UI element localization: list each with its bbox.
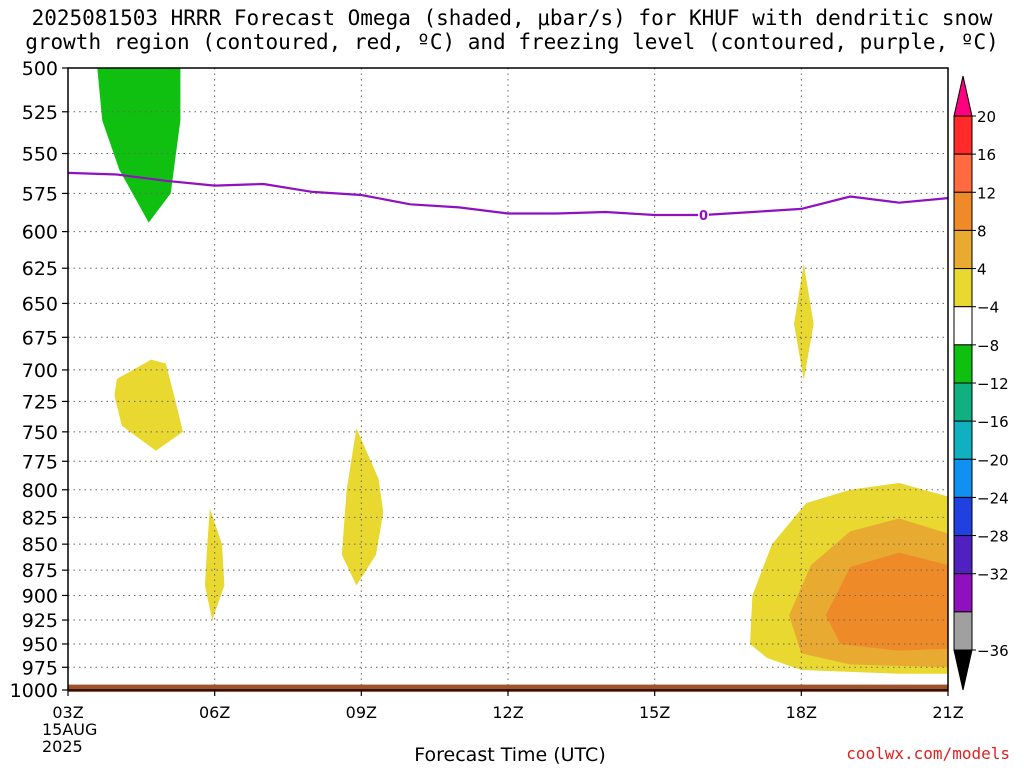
colorbar-block-2 [953, 191, 973, 231]
y-tick-label-550: 550 [22, 144, 58, 166]
y-tick-label-800: 800 [22, 480, 58, 502]
omega-shading [97, 68, 948, 674]
chart-title-line-1: 2025081503 HRRR Forecast Omega (shaded, … [31, 6, 993, 30]
omega-region-0 [97, 68, 181, 223]
colorbar-block-0 [953, 115, 973, 155]
colorbar-block-7 [953, 382, 973, 422]
omega-region-3 [341, 428, 384, 586]
colorbar-label-3: 8 [977, 222, 987, 240]
y-tick-label-975: 975 [22, 657, 58, 679]
x-tick-label-09Z: 09Z [346, 703, 377, 722]
credit-link[interactable]: coolwx.com/models [846, 744, 1010, 763]
terrain-band [68, 684, 948, 692]
x-tick-label-12Z: 12Z [492, 703, 523, 722]
surface-terrain [68, 684, 948, 692]
y-tick-label-825: 825 [22, 507, 58, 529]
omega-region-4 [794, 263, 814, 381]
colorbar-block-12 [953, 573, 973, 613]
freezing-level-contour: 0 [67, 171, 949, 226]
colorbar-arrow-bottom [953, 649, 973, 691]
y-tick-label-750: 750 [22, 422, 58, 444]
colorbar-label-9: −20 [977, 451, 1009, 469]
y-tick-label-650: 650 [22, 293, 58, 315]
y-tick-label-725: 725 [22, 391, 58, 413]
y-tick-label-575: 575 [22, 183, 58, 205]
colorbar-label-12: −32 [977, 566, 1009, 584]
y-tick-label-675: 675 [22, 327, 58, 349]
omega-region-7 [825, 552, 948, 651]
colorbar-label-8: −16 [977, 413, 1009, 431]
y-tick-label-600: 600 [22, 222, 58, 244]
colorbar: 20 16 12 8 4 −4 −8 −12 −16 −20 −24 −28 −32 −36 [953, 75, 1009, 691]
x-tick-label-15Z: 15Z [639, 703, 670, 722]
y-tick-label-775: 775 [22, 451, 58, 473]
y-tick-label-900: 900 [22, 585, 58, 607]
pressure-axis: 500 525 550 575 600 625 650 675 700 725 750 775 800 8… [10, 58, 68, 702]
x-tick-label-03Z: 03Z [52, 703, 83, 722]
x-tick-label-21Z: 21Z [932, 703, 963, 722]
freezing-level-label: 0 [699, 209, 708, 224]
omega-region-1 [114, 359, 183, 451]
colorbar-block-5 [953, 306, 973, 346]
y-tick-label-950: 950 [22, 634, 58, 656]
colorbar-block-8 [953, 420, 973, 460]
colorbar-label-7: −12 [977, 375, 1009, 393]
y-tick-label-525: 525 [22, 102, 58, 124]
colorbar-label-5: −4 [977, 299, 999, 317]
y-tick-label-1000: 1000 [10, 680, 58, 702]
x-axis-label: Forecast Time (UTC) [414, 744, 606, 766]
colorbar-label-1: 16 [977, 146, 996, 164]
colorbar-label-4: 4 [977, 261, 987, 279]
time-axis: 03Z 06Z 09Z 12Z 15Z 18Z 21Z [52, 690, 964, 722]
x-tick-label-18Z: 18Z [786, 703, 817, 722]
colorbar-block-6 [953, 344, 973, 384]
freezing-level-line [67, 171, 949, 217]
colorbar-block-3 [953, 229, 973, 270]
grid-lines [68, 68, 948, 690]
colorbar-arrow-top [953, 75, 973, 117]
colorbar-block-4 [953, 268, 973, 308]
y-tick-label-700: 700 [22, 360, 58, 382]
chart-title: 2025081503 HRRR Forecast Omega (shaded, … [0, 6, 1024, 54]
y-tick-label-500: 500 [22, 58, 58, 80]
chart-title-line-2: growth region (contoured, red, ºC) and f… [25, 30, 999, 54]
y-tick-label-850: 850 [22, 534, 58, 556]
y-tick-label-925: 925 [22, 610, 58, 632]
colorbar-label-6: −8 [977, 337, 999, 355]
colorbar-block-10 [953, 496, 973, 537]
date-label-day: 15AUG [42, 720, 98, 739]
colorbar-block-1 [953, 153, 973, 193]
colorbar-label-0: 20 [977, 108, 996, 126]
colorbar-label-2: 12 [977, 184, 996, 202]
date-label-year: 2025 [42, 737, 83, 756]
colorbar-label-11: −28 [977, 528, 1009, 546]
colorbar-block-9 [953, 458, 973, 498]
y-tick-label-875: 875 [22, 560, 58, 582]
colorbar-label-10: −24 [977, 489, 1009, 507]
colorbar-label-13: −36 [977, 642, 1009, 660]
y-tick-label-625: 625 [22, 258, 58, 280]
colorbar-block-11 [953, 535, 973, 575]
colorbar-block-13 [953, 611, 973, 651]
x-tick-label-06Z: 06Z [199, 703, 230, 722]
